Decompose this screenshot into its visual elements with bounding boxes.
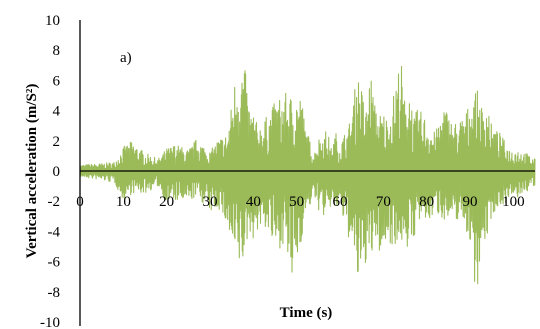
y-tick-label: -8	[48, 285, 61, 301]
x-tick-label: 20	[159, 194, 174, 210]
x-tick-label: 10	[116, 194, 131, 210]
y-tick-label: -2	[48, 194, 61, 210]
x-tick-label: 50	[289, 194, 304, 210]
y-tick-label: -4	[48, 224, 61, 240]
y-tick-label: 4	[53, 104, 61, 120]
y-tick-label: 8	[53, 43, 61, 59]
x-tick-label: 40	[246, 194, 261, 210]
y-tick-label: 6	[53, 73, 61, 89]
y-tick-label: -6	[48, 255, 61, 271]
x-tick-label: 60	[333, 194, 348, 210]
x-tick-label: 30	[203, 194, 218, 210]
y-tick-label: 10	[45, 13, 60, 29]
y-tick-label: -10	[40, 315, 60, 329]
y-axis-title: Vertical acceleration (m/S²)	[24, 84, 40, 259]
x-tick-label: 90	[463, 194, 478, 210]
acceleration-series-line	[79, 65, 536, 285]
x-tick-label: 80	[419, 194, 434, 210]
chart-annotation: a)	[120, 50, 132, 66]
x-tick-label: 100	[502, 194, 525, 210]
x-axis-title: Time (s)	[280, 305, 333, 321]
y-tick-label: 2	[53, 134, 61, 150]
x-tick-label: 0	[76, 194, 84, 210]
y-tick-labels: 10 8 6 4 2 0 -2 -4 -6 -8 -10	[40, 13, 61, 329]
series-layer	[79, 65, 536, 285]
x-tick-label: 70	[376, 194, 391, 210]
y-tick-label: 0	[53, 164, 61, 180]
x-tick-labels: 0 10 20 30 40 50 60 70 80 90 100	[76, 194, 524, 210]
axes-layer	[79, 20, 535, 326]
